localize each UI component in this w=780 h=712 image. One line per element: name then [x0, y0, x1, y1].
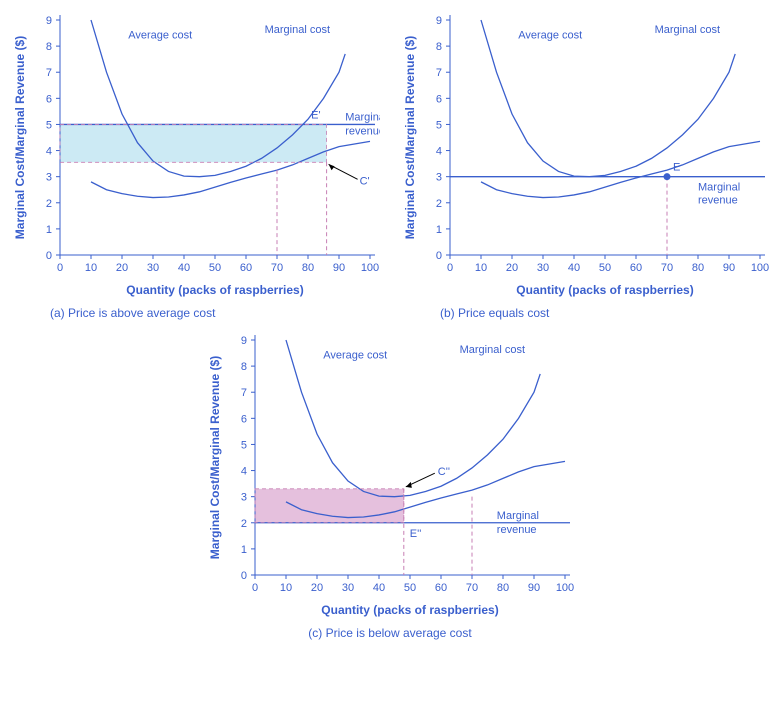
svg-text:Marginal cost: Marginal cost [265, 24, 330, 36]
svg-text:80: 80 [302, 262, 314, 274]
svg-text:Average cost: Average cost [323, 349, 387, 361]
svg-text:10: 10 [475, 262, 487, 274]
svg-text:90: 90 [528, 582, 540, 594]
svg-text:Marginal: Marginal [497, 510, 539, 522]
svg-text:20: 20 [311, 582, 323, 594]
svg-text:60: 60 [630, 262, 642, 274]
panel-b: 0 10 20 30 40 50 60 70 80 90 100 0 1 2 3 4 5 6 7 8 9 Average … [400, 10, 770, 320]
svg-text:Marginal cost: Marginal cost [655, 24, 720, 36]
svg-text:40: 40 [178, 262, 190, 274]
caption-a: (a) Price is above average cost [50, 306, 215, 320]
svg-text:8: 8 [241, 361, 247, 373]
svg-text:7: 7 [241, 387, 247, 399]
svg-text:3: 3 [46, 172, 52, 184]
svg-text:100: 100 [556, 582, 574, 594]
svg-text:E': E' [311, 109, 320, 121]
svg-text:Marginal Cost/Marginal Revenue: Marginal Cost/Marginal Revenue ($) [403, 36, 417, 239]
svg-text:60: 60 [435, 582, 447, 594]
svg-text:30: 30 [342, 582, 354, 594]
svg-text:60: 60 [240, 262, 252, 274]
svg-text:30: 30 [537, 262, 549, 274]
chart-b: 0 10 20 30 40 50 60 70 80 90 100 0 1 2 3 4 5 6 7 8 9 Average … [400, 10, 770, 300]
caption-c: (c) Price is below average cost [308, 626, 471, 640]
svg-text:2: 2 [436, 198, 442, 210]
svg-text:80: 80 [497, 582, 509, 594]
svg-text:E'': E'' [410, 528, 422, 540]
svg-text:6: 6 [436, 93, 442, 105]
svg-text:Average cost: Average cost [128, 29, 192, 41]
svg-text:2: 2 [46, 198, 52, 210]
svg-text:revenue: revenue [497, 524, 537, 536]
svg-text:7: 7 [46, 67, 52, 79]
svg-text:5: 5 [436, 119, 442, 131]
svg-text:20: 20 [116, 262, 128, 274]
svg-text:90: 90 [723, 262, 735, 274]
svg-text:50: 50 [599, 262, 611, 274]
svg-text:5: 5 [46, 119, 52, 131]
svg-text:40: 40 [568, 262, 580, 274]
svg-text:8: 8 [436, 41, 442, 53]
svg-text:50: 50 [209, 262, 221, 274]
svg-text:50: 50 [404, 582, 416, 594]
svg-text:8: 8 [46, 41, 52, 53]
svg-text:1: 1 [241, 544, 247, 556]
svg-text:E: E [673, 162, 680, 174]
svg-text:Quantity (packs of raspberries: Quantity (packs of raspberries) [321, 603, 498, 617]
svg-text:5: 5 [241, 439, 247, 451]
svg-text:0: 0 [447, 262, 453, 274]
svg-text:70: 70 [466, 582, 478, 594]
svg-text:1: 1 [436, 224, 442, 236]
svg-text:Marginal: Marginal [345, 111, 380, 123]
svg-text:6: 6 [241, 413, 247, 425]
svg-text:Quantity (packs of raspberries: Quantity (packs of raspberries) [516, 283, 693, 297]
chart-a: 0 10 20 30 40 50 60 70 80 90 100 0 1 2 3 4 5 6 7 8 9 Average … [10, 10, 380, 300]
chart-grid: 01020304050607080901000123456789Average … [10, 10, 770, 640]
svg-text:revenue: revenue [698, 195, 738, 207]
svg-text:0: 0 [46, 250, 52, 262]
svg-text:2: 2 [241, 518, 247, 530]
svg-text:C'': C'' [438, 466, 450, 478]
svg-text:3: 3 [436, 172, 442, 184]
panel-a: 0 10 20 30 40 50 60 70 80 90 100 0 1 2 3 4 5 6 7 8 9 Average … [10, 10, 380, 320]
svg-text:0: 0 [241, 570, 247, 582]
svg-text:Marginal: Marginal [698, 182, 740, 194]
svg-text:0: 0 [57, 262, 63, 274]
svg-text:9: 9 [436, 15, 442, 27]
svg-text:Marginal cost: Marginal cost [460, 344, 525, 356]
svg-text:100: 100 [751, 262, 769, 274]
svg-text:10: 10 [85, 262, 97, 274]
svg-text:1: 1 [46, 224, 52, 236]
svg-text:70: 70 [661, 262, 673, 274]
svg-text:4: 4 [46, 146, 52, 158]
svg-text:80: 80 [692, 262, 704, 274]
svg-text:100: 100 [361, 262, 379, 274]
chart-c: 0 10 20 30 40 50 60 70 80 90 100 0 1 2 3 4 5 6 7 8 9 Average … [205, 330, 575, 620]
svg-text:C': C' [360, 175, 370, 187]
panel-c: 0 10 20 30 40 50 60 70 80 90 100 0 1 2 3 4 5 6 7 8 9 Average … [10, 330, 770, 640]
svg-text:Marginal Cost/Marginal Revenue: Marginal Cost/Marginal Revenue ($) [208, 356, 222, 559]
svg-text:9: 9 [241, 335, 247, 347]
svg-text:revenue: revenue [345, 125, 380, 137]
svg-text:10: 10 [280, 582, 292, 594]
svg-text:Quantity (packs of raspberries: Quantity (packs of raspberries) [126, 283, 303, 297]
svg-text:4: 4 [241, 466, 247, 478]
svg-text:30: 30 [147, 262, 159, 274]
svg-text:70: 70 [271, 262, 283, 274]
svg-text:6: 6 [46, 93, 52, 105]
svg-text:0: 0 [252, 582, 258, 594]
svg-text:20: 20 [506, 262, 518, 274]
svg-text:4: 4 [436, 146, 442, 158]
svg-text:Marginal Cost/Marginal Revenue: Marginal Cost/Marginal Revenue ($) [13, 36, 27, 239]
caption-b: (b) Price equals cost [440, 306, 549, 320]
svg-text:7: 7 [436, 67, 442, 79]
svg-text:9: 9 [46, 15, 52, 27]
svg-text:3: 3 [241, 492, 247, 504]
svg-text:0: 0 [436, 250, 442, 262]
svg-text:Average cost: Average cost [518, 29, 582, 41]
svg-text:90: 90 [333, 262, 345, 274]
svg-text:40: 40 [373, 582, 385, 594]
